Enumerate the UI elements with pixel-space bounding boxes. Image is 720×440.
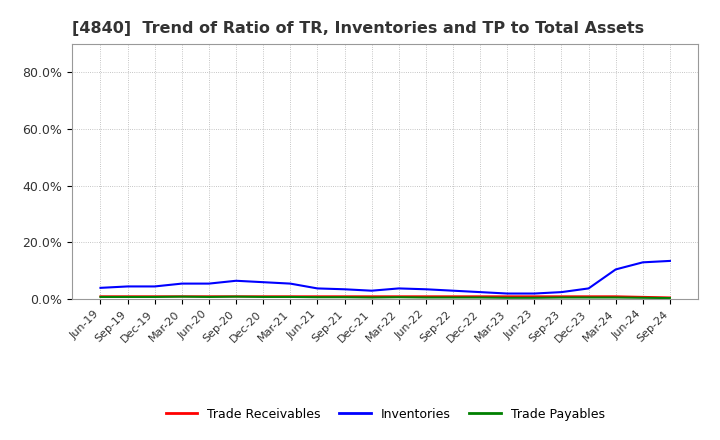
Trade Receivables: [476, 294, 485, 299]
Trade Payables: [150, 294, 159, 300]
Inventories: [557, 290, 566, 295]
Inventories: [665, 258, 674, 264]
Line: Inventories: Inventories: [101, 261, 670, 293]
Trade Payables: [476, 295, 485, 300]
Legend: Trade Receivables, Inventories, Trade Payables: Trade Receivables, Inventories, Trade Pa…: [161, 403, 610, 425]
Trade Payables: [178, 294, 186, 299]
Trade Receivables: [449, 294, 457, 299]
Trade Receivables: [557, 294, 566, 299]
Trade Receivables: [341, 294, 349, 299]
Trade Receivables: [421, 294, 430, 299]
Trade Payables: [204, 294, 213, 300]
Trade Payables: [341, 294, 349, 300]
Inventories: [232, 278, 240, 283]
Trade Payables: [503, 295, 511, 301]
Inventories: [96, 285, 105, 290]
Trade Receivables: [665, 295, 674, 300]
Line: Trade Payables: Trade Payables: [101, 297, 670, 298]
Trade Receivables: [123, 294, 132, 299]
Trade Payables: [395, 294, 403, 300]
Trade Receivables: [150, 294, 159, 299]
Trade Payables: [367, 295, 376, 300]
Trade Receivables: [584, 294, 593, 299]
Inventories: [150, 284, 159, 289]
Trade Receivables: [286, 294, 294, 299]
Inventories: [259, 279, 268, 285]
Inventories: [341, 286, 349, 292]
Inventories: [476, 290, 485, 295]
Trade Receivables: [204, 294, 213, 299]
Trade Receivables: [232, 294, 240, 299]
Trade Payables: [584, 295, 593, 300]
Trade Receivables: [395, 294, 403, 299]
Trade Payables: [611, 295, 620, 300]
Trade Payables: [639, 295, 647, 301]
Inventories: [204, 281, 213, 286]
Trade Receivables: [611, 294, 620, 299]
Trade Payables: [286, 294, 294, 300]
Trade Payables: [557, 295, 566, 300]
Trade Payables: [259, 294, 268, 300]
Trade Receivables: [639, 294, 647, 300]
Trade Payables: [123, 294, 132, 300]
Trade Payables: [665, 295, 674, 301]
Trade Payables: [96, 294, 105, 300]
Inventories: [503, 291, 511, 296]
Trade Receivables: [259, 294, 268, 299]
Trade Payables: [530, 295, 539, 301]
Trade Receivables: [313, 294, 322, 299]
Text: [4840]  Trend of Ratio of TR, Inventories and TP to Total Assets: [4840] Trend of Ratio of TR, Inventories…: [72, 21, 644, 36]
Inventories: [421, 286, 430, 292]
Trade Receivables: [96, 294, 105, 299]
Inventories: [367, 288, 376, 293]
Trade Receivables: [503, 294, 511, 299]
Inventories: [313, 286, 322, 291]
Inventories: [639, 260, 647, 265]
Inventories: [286, 281, 294, 286]
Inventories: [584, 286, 593, 291]
Inventories: [611, 267, 620, 272]
Inventories: [395, 286, 403, 291]
Trade Receivables: [178, 294, 186, 299]
Trade Payables: [421, 295, 430, 300]
Trade Payables: [449, 295, 457, 300]
Trade Receivables: [367, 294, 376, 299]
Inventories: [449, 288, 457, 293]
Inventories: [123, 284, 132, 289]
Inventories: [530, 291, 539, 296]
Trade Payables: [313, 294, 322, 300]
Trade Payables: [232, 294, 240, 299]
Inventories: [178, 281, 186, 286]
Trade Receivables: [530, 294, 539, 299]
